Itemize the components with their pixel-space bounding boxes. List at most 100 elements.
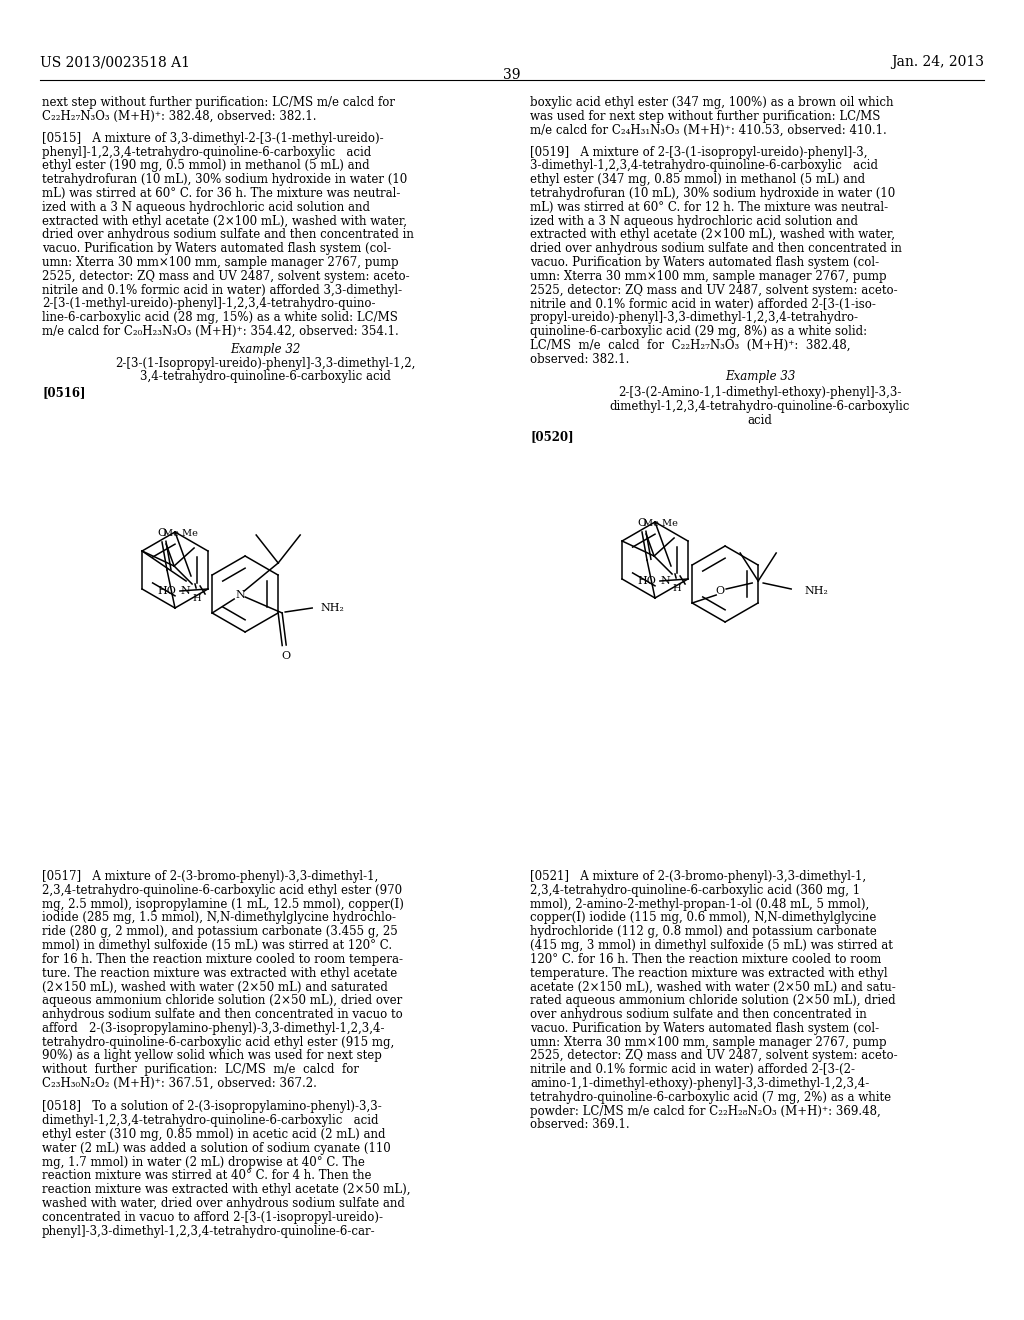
Text: mmol), 2-amino-2-methyl-propan-1-ol (0.48 mL, 5 mmol),: mmol), 2-amino-2-methyl-propan-1-ol (0.4…	[530, 898, 869, 911]
Text: iodide (285 mg, 1.5 mmol), N,N-dimethylglycine hydrochlo-: iodide (285 mg, 1.5 mmol), N,N-dimethylg…	[42, 911, 396, 924]
Text: acetate (2×150 mL), washed with water (2×50 mL) and satu-: acetate (2×150 mL), washed with water (2…	[530, 981, 896, 994]
Text: umn: Xterra 30 mm×100 mm, sample manager 2767, pump: umn: Xterra 30 mm×100 mm, sample manager…	[42, 256, 398, 269]
Text: umn: Xterra 30 mm×100 mm, sample manager 2767, pump: umn: Xterra 30 mm×100 mm, sample manager…	[530, 1036, 887, 1048]
Text: extracted with ethyl acetate (2×100 mL), washed with water,: extracted with ethyl acetate (2×100 mL),…	[42, 215, 407, 227]
Text: umn: Xterra 30 mm×100 mm, sample manager 2767, pump: umn: Xterra 30 mm×100 mm, sample manager…	[530, 269, 887, 282]
Text: reaction mixture was extracted with ethyl acetate (2×50 mL),: reaction mixture was extracted with ethy…	[42, 1183, 411, 1196]
Text: HO: HO	[637, 576, 656, 586]
Text: line-6-carboxylic acid (28 mg, 15%) as a white solid: LC/MS: line-6-carboxylic acid (28 mg, 15%) as a…	[42, 312, 398, 325]
Text: mL) was stirred at 60° C. for 36 h. The mixture was neutral-: mL) was stirred at 60° C. for 36 h. The …	[42, 187, 400, 201]
Text: 2-[3-(1-Isopropyl-ureido)-phenyl]-3,3-dimethyl-1,2,: 2-[3-(1-Isopropyl-ureido)-phenyl]-3,3-di…	[115, 356, 415, 370]
Text: ethyl ester (347 mg, 0.85 mmol) in methanol (5 mL) and: ethyl ester (347 mg, 0.85 mmol) in metha…	[530, 173, 865, 186]
Text: [0518]   To a solution of 2-(3-isopropylamino-phenyl)-3,3-: [0518] To a solution of 2-(3-isopropylam…	[42, 1101, 382, 1114]
Text: Example 33: Example 33	[725, 371, 796, 384]
Text: ethyl ester (190 mg, 0.5 mmol) in methanol (5 mL) and: ethyl ester (190 mg, 0.5 mmol) in methan…	[42, 160, 370, 173]
Text: O: O	[716, 586, 725, 597]
Text: ride (280 g, 2 mmol), and potassium carbonate (3.455 g, 25: ride (280 g, 2 mmol), and potassium carb…	[42, 925, 397, 939]
Text: for 16 h. Then the reaction mixture cooled to room tempera-: for 16 h. Then the reaction mixture cool…	[42, 953, 403, 966]
Text: Me Me: Me Me	[643, 519, 678, 528]
Text: observed: 382.1.: observed: 382.1.	[530, 352, 630, 366]
Text: propyl-ureido)-phenyl]-3,3-dimethyl-1,2,3,4-tetrahydro-: propyl-ureido)-phenyl]-3,3-dimethyl-1,2,…	[530, 312, 859, 325]
Text: 2,3,4-tetrahydro-quinoline-6-carboxylic acid (360 mg, 1: 2,3,4-tetrahydro-quinoline-6-carboxylic …	[530, 884, 860, 896]
Text: 3-dimethyl-1,2,3,4-tetrahydro-quinoline-6-carboxylic   acid: 3-dimethyl-1,2,3,4-tetrahydro-quinoline-…	[530, 160, 878, 173]
Text: 2-[3-(1-methyl-ureido)-phenyl]-1,2,3,4-tetrahydro-quino-: 2-[3-(1-methyl-ureido)-phenyl]-1,2,3,4-t…	[42, 297, 376, 310]
Text: (415 mg, 3 mmol) in dimethyl sulfoxide (5 mL) was stirred at: (415 mg, 3 mmol) in dimethyl sulfoxide (…	[530, 939, 893, 952]
Text: H: H	[673, 583, 681, 593]
Text: mL) was stirred at 60° C. for 12 h. The mixture was neutral-: mL) was stirred at 60° C. for 12 h. The …	[530, 201, 888, 214]
Text: 2525, detector: ZQ mass and UV 2487, solvent system: aceto-: 2525, detector: ZQ mass and UV 2487, sol…	[530, 1049, 898, 1063]
Text: anhydrous sodium sulfate and then concentrated in vacuo to: anhydrous sodium sulfate and then concen…	[42, 1008, 402, 1020]
Text: 120° C. for 16 h. Then the reaction mixture cooled to room: 120° C. for 16 h. Then the reaction mixt…	[530, 953, 882, 966]
Text: amino-1,1-dimethyl-ethoxy)-phenyl]-3,3-dimethyl-1,2,3,4-: amino-1,1-dimethyl-ethoxy)-phenyl]-3,3-d…	[530, 1077, 869, 1090]
Text: water (2 mL) was added a solution of sodium cyanate (110: water (2 mL) was added a solution of sod…	[42, 1142, 391, 1155]
Text: aqueous ammonium chloride solution (2×50 mL), dried over: aqueous ammonium chloride solution (2×50…	[42, 994, 402, 1007]
Text: hydrochloride (112 g, 0.8 mmol) and potassium carbonate: hydrochloride (112 g, 0.8 mmol) and pota…	[530, 925, 877, 939]
Text: N: N	[180, 586, 189, 597]
Text: [0520]: [0520]	[530, 430, 573, 442]
Text: NH₂: NH₂	[804, 586, 828, 597]
Text: next step without further purification: LC/MS m/e calcd for: next step without further purification: …	[42, 96, 395, 110]
Text: 2525, detector: ZQ mass and UV 2487, solvent system: aceto-: 2525, detector: ZQ mass and UV 2487, sol…	[42, 269, 410, 282]
Text: nitrile and 0.1% formic acid in water) afforded 3,3-dimethyl-: nitrile and 0.1% formic acid in water) a…	[42, 284, 402, 297]
Text: vacuo. Purification by Waters automated flash system (col-: vacuo. Purification by Waters automated …	[530, 1022, 880, 1035]
Text: 2-[3-(2-Amino-1,1-dimethyl-ethoxy)-phenyl]-3,3-: 2-[3-(2-Amino-1,1-dimethyl-ethoxy)-pheny…	[618, 387, 902, 399]
Text: 3,4-tetrahydro-quinoline-6-carboxylic acid: 3,4-tetrahydro-quinoline-6-carboxylic ac…	[139, 371, 390, 384]
Text: acid: acid	[748, 414, 772, 426]
Text: dimethyl-1,2,3,4-tetrahydro-quinoline-6-carboxylic: dimethyl-1,2,3,4-tetrahydro-quinoline-6-…	[610, 400, 910, 413]
Text: washed with water, dried over anhydrous sodium sulfate and: washed with water, dried over anhydrous …	[42, 1197, 404, 1210]
Text: temperature. The reaction mixture was extracted with ethyl: temperature. The reaction mixture was ex…	[530, 966, 888, 979]
Text: concentrated in vacuo to afford 2-[3-(1-isopropyl-ureido)-: concentrated in vacuo to afford 2-[3-(1-…	[42, 1210, 383, 1224]
Text: was used for next step without further purification: LC/MS: was used for next step without further p…	[530, 110, 881, 123]
Text: US 2013/0023518 A1: US 2013/0023518 A1	[40, 55, 190, 69]
Text: Me Me: Me Me	[163, 529, 198, 539]
Text: H: H	[193, 594, 202, 603]
Text: quinoline-6-carboxylic acid (29 mg, 8%) as a white solid:: quinoline-6-carboxylic acid (29 mg, 8%) …	[530, 325, 867, 338]
Text: C₂₂H₂₇N₃O₃ (M+H)⁺: 382.48, observed: 382.1.: C₂₂H₂₇N₃O₃ (M+H)⁺: 382.48, observed: 382…	[42, 110, 316, 123]
Text: m/e calcd for C₂₀H₂₃N₃O₃ (M+H)⁺: 354.42, observed: 354.1.: m/e calcd for C₂₀H₂₃N₃O₃ (M+H)⁺: 354.42,…	[42, 325, 398, 338]
Text: ture. The reaction mixture was extracted with ethyl acetate: ture. The reaction mixture was extracted…	[42, 966, 397, 979]
Text: copper(I) iodide (115 mg, 0.6 mmol), N,N-dimethylglycine: copper(I) iodide (115 mg, 0.6 mmol), N,N…	[530, 911, 877, 924]
Text: mg, 1.7 mmol) in water (2 mL) dropwise at 40° C. The: mg, 1.7 mmol) in water (2 mL) dropwise a…	[42, 1155, 365, 1168]
Text: O: O	[158, 528, 167, 539]
Text: [0521]   A mixture of 2-(3-bromo-phenyl)-3,3-dimethyl-1,: [0521] A mixture of 2-(3-bromo-phenyl)-3…	[530, 870, 866, 883]
Text: nitrile and 0.1% formic acid in water) afforded 2-[3-(1-iso-: nitrile and 0.1% formic acid in water) a…	[530, 297, 876, 310]
Text: NH₂: NH₂	[321, 603, 344, 612]
Text: tetrahydro-quinoline-6-carboxylic acid ethyl ester (915 mg,: tetrahydro-quinoline-6-carboxylic acid e…	[42, 1036, 394, 1048]
Text: m/e calcd for C₂₄H₃₁N₃O₃ (M+H)⁺: 410.53, observed: 410.1.: m/e calcd for C₂₄H₃₁N₃O₃ (M+H)⁺: 410.53,…	[530, 124, 887, 136]
Text: dimethyl-1,2,3,4-tetrahydro-quinoline-6-carboxylic   acid: dimethyl-1,2,3,4-tetrahydro-quinoline-6-…	[42, 1114, 379, 1127]
Text: ized with a 3 N aqueous hydrochloric acid solution and: ized with a 3 N aqueous hydrochloric aci…	[42, 201, 370, 214]
Text: dried over anhydrous sodium sulfate and then concentrated in: dried over anhydrous sodium sulfate and …	[42, 228, 414, 242]
Text: ized with a 3 N aqueous hydrochloric acid solution and: ized with a 3 N aqueous hydrochloric aci…	[530, 215, 858, 227]
Text: 39: 39	[503, 69, 521, 82]
Text: nitrile and 0.1% formic acid in water) afforded 2-[3-(2-: nitrile and 0.1% formic acid in water) a…	[530, 1063, 855, 1076]
Text: tetrahydro-quinoline-6-carboxylic acid (7 mg, 2%) as a white: tetrahydro-quinoline-6-carboxylic acid (…	[530, 1090, 891, 1104]
Text: ethyl ester (310 mg, 0.85 mmol) in acetic acid (2 mL) and: ethyl ester (310 mg, 0.85 mmol) in aceti…	[42, 1129, 385, 1140]
Text: 2,3,4-tetrahydro-quinoline-6-carboxylic acid ethyl ester (970: 2,3,4-tetrahydro-quinoline-6-carboxylic …	[42, 884, 402, 896]
Text: [0519]   A mixture of 2-[3-(1-isopropyl-ureido)-phenyl]-3,: [0519] A mixture of 2-[3-(1-isopropyl-ur…	[530, 145, 867, 158]
Text: over anhydrous sodium sulfate and then concentrated in: over anhydrous sodium sulfate and then c…	[530, 1008, 866, 1020]
Text: N: N	[660, 576, 670, 586]
Text: LC/MS  m/e  calcd  for  C₂₂H₂₇N₃O₃  (M+H)⁺:  382.48,: LC/MS m/e calcd for C₂₂H₂₇N₃O₃ (M+H)⁺: 3…	[530, 339, 851, 352]
Text: O: O	[282, 651, 291, 661]
Text: (2×150 mL), washed with water (2×50 mL) and saturated: (2×150 mL), washed with water (2×50 mL) …	[42, 981, 388, 994]
Text: vacuo. Purification by Waters automated flash system (col-: vacuo. Purification by Waters automated …	[42, 243, 391, 255]
Text: phenyl]-3,3-dimethyl-1,2,3,4-tetrahydro-quinoline-6-car-: phenyl]-3,3-dimethyl-1,2,3,4-tetrahydro-…	[42, 1225, 376, 1238]
Text: HO: HO	[157, 586, 176, 597]
Text: observed: 369.1.: observed: 369.1.	[530, 1118, 630, 1131]
Text: [0515]   A mixture of 3,3-dimethyl-2-[3-(1-methyl-ureido)-: [0515] A mixture of 3,3-dimethyl-2-[3-(1…	[42, 132, 384, 145]
Text: boxylic acid ethyl ester (347 mg, 100%) as a brown oil which: boxylic acid ethyl ester (347 mg, 100%) …	[530, 96, 894, 110]
Text: O: O	[637, 517, 646, 528]
Text: dried over anhydrous sodium sulfate and then concentrated in: dried over anhydrous sodium sulfate and …	[530, 243, 902, 255]
Text: without  further  purification:  LC/MS  m/e  calcd  for: without further purification: LC/MS m/e …	[42, 1063, 359, 1076]
Text: mmol) in dimethyl sulfoxide (15 mL) was stirred at 120° C.: mmol) in dimethyl sulfoxide (15 mL) was …	[42, 939, 392, 952]
Text: [0517]   A mixture of 2-(3-bromo-phenyl)-3,3-dimethyl-1,: [0517] A mixture of 2-(3-bromo-phenyl)-3…	[42, 870, 378, 883]
Text: mg, 2.5 mmol), isopropylamine (1 mL, 12.5 mmol), copper(I): mg, 2.5 mmol), isopropylamine (1 mL, 12.…	[42, 898, 403, 911]
Text: vacuo. Purification by Waters automated flash system (col-: vacuo. Purification by Waters automated …	[530, 256, 880, 269]
Text: N: N	[236, 590, 245, 601]
Text: tetrahydrofuran (10 mL), 30% sodium hydroxide in water (10: tetrahydrofuran (10 mL), 30% sodium hydr…	[530, 187, 895, 201]
Text: 90%) as a light yellow solid which was used for next step: 90%) as a light yellow solid which was u…	[42, 1049, 382, 1063]
Text: reaction mixture was stirred at 40° C. for 4 h. Then the: reaction mixture was stirred at 40° C. f…	[42, 1170, 372, 1183]
Text: [0516]: [0516]	[42, 387, 85, 399]
Text: extracted with ethyl acetate (2×100 mL), washed with water,: extracted with ethyl acetate (2×100 mL),…	[530, 228, 895, 242]
Text: phenyl]-1,2,3,4-tetrahydro-quinoline-6-carboxylic   acid: phenyl]-1,2,3,4-tetrahydro-quinoline-6-c…	[42, 145, 372, 158]
